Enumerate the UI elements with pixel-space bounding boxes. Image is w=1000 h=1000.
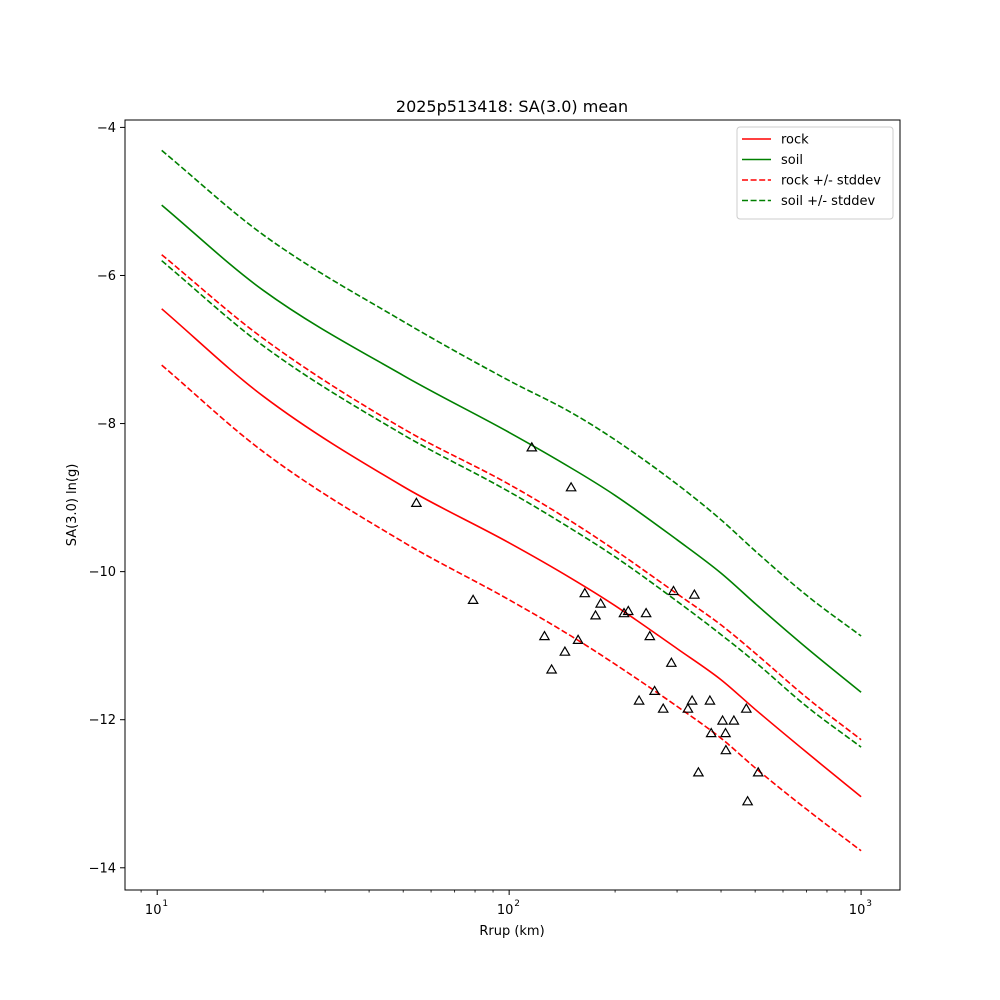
observation-point-7 xyxy=(572,634,584,645)
observation-point-14 xyxy=(640,607,652,618)
series-line-4 xyxy=(161,149,862,637)
observation-point-23 xyxy=(692,766,705,777)
observation-point-20 xyxy=(682,702,694,713)
y-tick-label-4: −12 xyxy=(89,713,116,728)
observation-point-28 xyxy=(720,744,732,755)
x-tick-label-0: 10 xyxy=(145,903,162,918)
x-tick-exponent-0: 1 xyxy=(162,899,168,909)
observation-point-21 xyxy=(686,694,698,705)
y-tick-label-3: −10 xyxy=(89,565,116,580)
legend-label-2: rock +/- stddev xyxy=(781,174,881,189)
y-tick-label-2: −8 xyxy=(97,417,116,432)
observation-point-0 xyxy=(410,497,423,507)
observation-point-4 xyxy=(545,663,558,674)
y-tick-label-1: −6 xyxy=(97,269,116,284)
observation-point-9 xyxy=(589,609,602,620)
observation-point-24 xyxy=(704,694,716,705)
y-axis: −4 −6 −8 −10 −12 −14 xyxy=(89,121,125,876)
observation-point-30 xyxy=(740,702,753,713)
x-tick-label-1: 10 xyxy=(497,903,514,918)
observation-point-32 xyxy=(752,766,764,777)
observation-point-8 xyxy=(579,587,591,598)
observation-point-10 xyxy=(594,597,607,608)
series-line-3 xyxy=(161,364,862,852)
observation-point-16 xyxy=(648,685,661,696)
legend-label-1: soil xyxy=(781,153,803,168)
y-tick-label-0: −4 xyxy=(97,121,116,136)
observation-point-3 xyxy=(538,630,551,641)
legend: rock soil rock +/- stddev soil +/- stddev xyxy=(736,126,894,220)
observation-point-11 xyxy=(618,607,630,618)
x-axis: 10 1 10 2 10 3 xyxy=(140,890,872,918)
series-layer xyxy=(161,149,862,852)
observation-point-13 xyxy=(633,694,645,705)
observation-point-1 xyxy=(467,594,479,605)
series-line-5 xyxy=(161,260,862,748)
observation-point-18 xyxy=(665,656,678,667)
x-axis-label: Rrup (km) xyxy=(479,924,544,939)
observation-point-19 xyxy=(667,585,680,596)
legend-label-3: soil +/- stddev xyxy=(781,194,876,209)
observation-point-12 xyxy=(622,605,634,616)
observation-point-5 xyxy=(559,645,571,656)
series-line-2 xyxy=(161,254,862,741)
observation-point-26 xyxy=(716,714,729,725)
observation-point-15 xyxy=(644,630,656,641)
series-line-1 xyxy=(161,204,862,693)
x-tick-label-2: 10 xyxy=(849,903,866,918)
legend-label-0: rock xyxy=(781,133,809,148)
observation-point-27 xyxy=(719,727,732,738)
observations-layer xyxy=(410,441,764,806)
observation-point-6 xyxy=(565,481,577,492)
observation-point-29 xyxy=(728,714,740,725)
chart-title: 2025p513418: SA(3.0) mean xyxy=(396,97,628,116)
observation-point-2 xyxy=(526,441,538,452)
observation-point-22 xyxy=(688,588,701,599)
observation-point-31 xyxy=(741,795,754,806)
y-axis-label: SA(3.0) ln(g) xyxy=(65,464,80,547)
observation-point-17 xyxy=(657,702,669,713)
x-tick-exponent-2: 3 xyxy=(866,899,872,909)
legend-box xyxy=(736,126,894,220)
x-tick-exponent-1: 2 xyxy=(514,899,520,909)
plot-frame xyxy=(124,119,901,891)
observation-point-25 xyxy=(705,727,717,738)
series-line-0 xyxy=(161,308,862,798)
y-tick-label-5: −14 xyxy=(89,861,116,876)
